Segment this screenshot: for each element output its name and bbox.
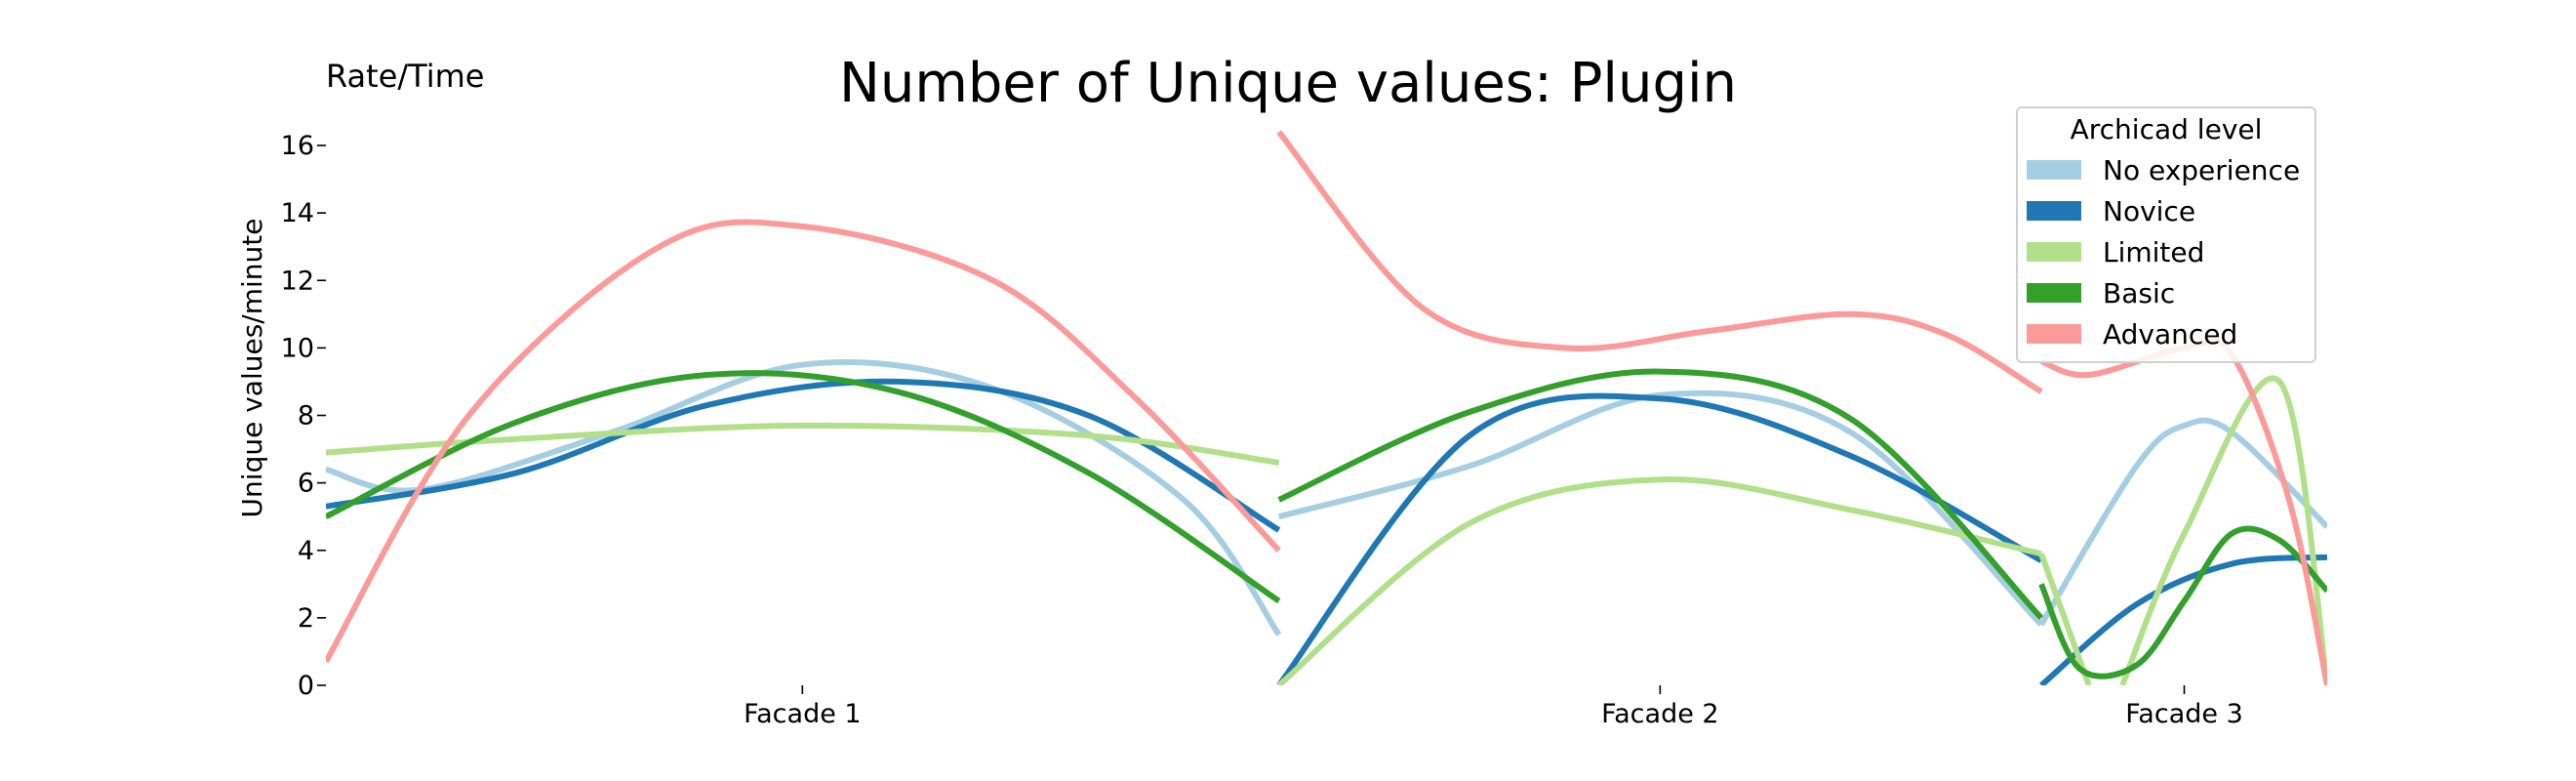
legend-swatch bbox=[2027, 160, 2081, 180]
x-tick-label: Facade 1 bbox=[744, 699, 862, 729]
x-tick-label: Facade 3 bbox=[2125, 699, 2243, 729]
rate-time-label: Rate/Time bbox=[326, 58, 484, 95]
series-line-limited bbox=[2119, 375, 2327, 685]
plot-lines bbox=[326, 130, 2327, 685]
series-line-basic bbox=[326, 370, 1281, 604]
series-line-basic bbox=[1277, 368, 2044, 620]
series-line-basic bbox=[2038, 525, 2327, 679]
legend-label: Novice bbox=[2103, 195, 2195, 227]
legend-label: Basic bbox=[2103, 277, 2175, 309]
legend-title: Archicad level bbox=[2071, 113, 2263, 145]
y-tick-label: 2 bbox=[298, 603, 314, 634]
series-line-novice bbox=[1276, 392, 2043, 685]
x-tick-label: Facade 2 bbox=[1601, 699, 1719, 729]
series-line-advanced bbox=[326, 219, 1281, 664]
legend-swatch bbox=[2027, 201, 2081, 221]
legend-swatch bbox=[2027, 283, 2081, 303]
y-axis-label: Unique values/minute bbox=[236, 219, 268, 518]
y-axis: 0 2 4 6 8 10 12 14 16 bbox=[281, 131, 326, 701]
y-tick-label: 6 bbox=[298, 469, 314, 499]
legend-label: Advanced bbox=[2103, 318, 2237, 350]
y-tick-label: 4 bbox=[298, 536, 314, 566]
legend: Archicad level No experience Novice Limited… bbox=[2016, 106, 2316, 363]
series-line-novice bbox=[326, 378, 1281, 533]
legend-label: Limited bbox=[2103, 236, 2204, 268]
legend-swatch bbox=[2027, 242, 2081, 262]
series-line-advanced bbox=[1276, 130, 2043, 394]
series-line-no-experience bbox=[1277, 390, 2044, 627]
y-tick-label: 14 bbox=[281, 198, 314, 228]
legend-label: No experience bbox=[2103, 154, 2300, 186]
series-line-limited bbox=[1276, 476, 2042, 685]
chart-title: Number of Unique values: Plugin bbox=[839, 52, 1737, 115]
y-tick-label: 16 bbox=[281, 131, 314, 161]
y-tick-label: 8 bbox=[298, 401, 314, 432]
y-tick-label: 12 bbox=[281, 266, 314, 296]
x-axis: Facade 1 Facade 2 Facade 3 bbox=[744, 685, 2243, 729]
y-tick-label: 10 bbox=[281, 333, 314, 363]
legend-box bbox=[2016, 106, 2316, 363]
y-tick-label: 0 bbox=[298, 671, 314, 701]
legend-swatch bbox=[2027, 324, 2081, 344]
series-line-no-experience bbox=[2038, 417, 2327, 627]
